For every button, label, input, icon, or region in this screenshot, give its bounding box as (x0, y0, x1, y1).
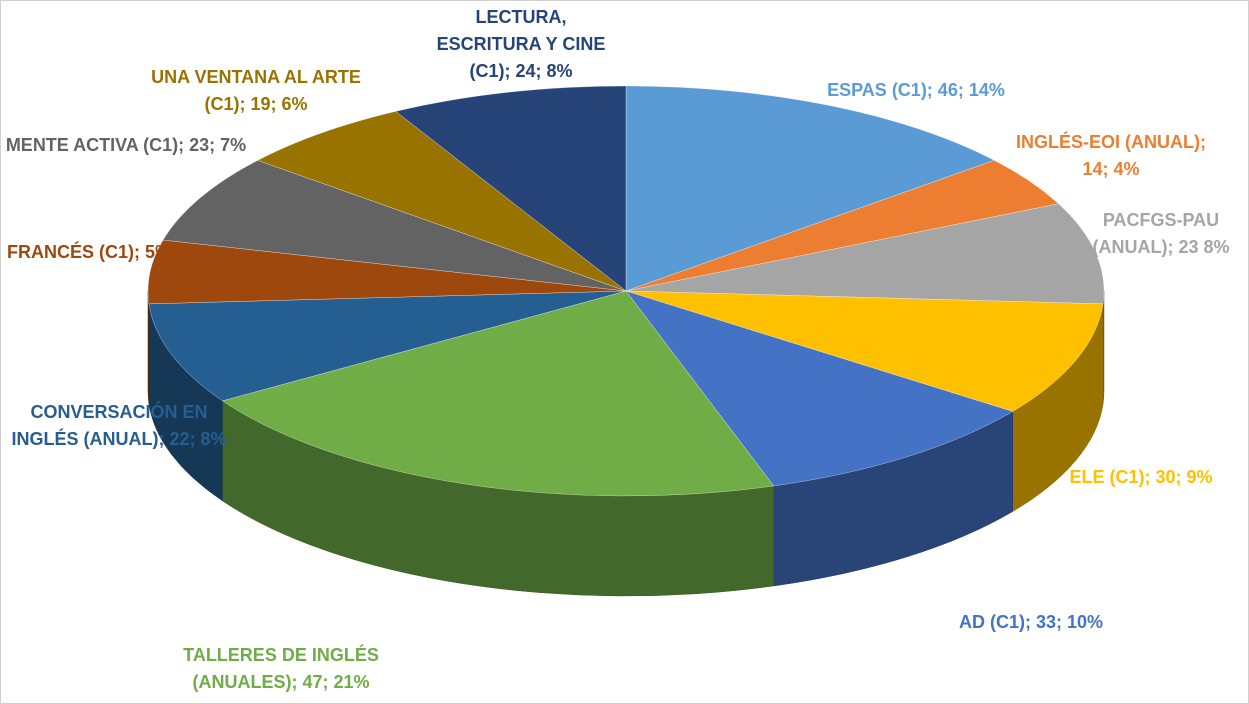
slice (147, 239, 627, 305)
data-label: CONVERSACIÓN EN INGLÉS (ANUAL); 22; 8% (11, 402, 227, 449)
data-label: PACFGS-PAU (ANUAL); 23 8% (1092, 210, 1230, 257)
slice (222, 290, 774, 497)
slice (625, 290, 1104, 412)
data-label: ELE (C1); 30; 9% (1069, 467, 1213, 487)
slice (162, 160, 627, 292)
slice (257, 111, 627, 292)
slice (148, 290, 627, 402)
data-label: UNA VENTANA AL ARTE (C1); 19; 6% (151, 67, 361, 114)
data-label: MENTE ACTIVA (C1); 23; 7% (5, 135, 247, 155)
data-label: LECTURA, ESCRITURA Y CINE (C1); 24; 8% (436, 7, 606, 81)
data-label: TALLERES DE INGLÉS (ANUALES); 47; 21% (183, 645, 379, 692)
slice (625, 290, 1014, 487)
slice-side (147, 290, 150, 404)
data-label: FRANCÉS (C1); 5% (6, 242, 171, 262)
data-label: AD (C1); 33; 10% (958, 612, 1104, 632)
slice (625, 85, 995, 292)
data-label: INGLÉS-EOI (ANUAL); 14; 4% (1016, 132, 1206, 179)
data-label: ESPAS (C1); 46; 14% (827, 80, 1005, 100)
slice (395, 85, 627, 292)
